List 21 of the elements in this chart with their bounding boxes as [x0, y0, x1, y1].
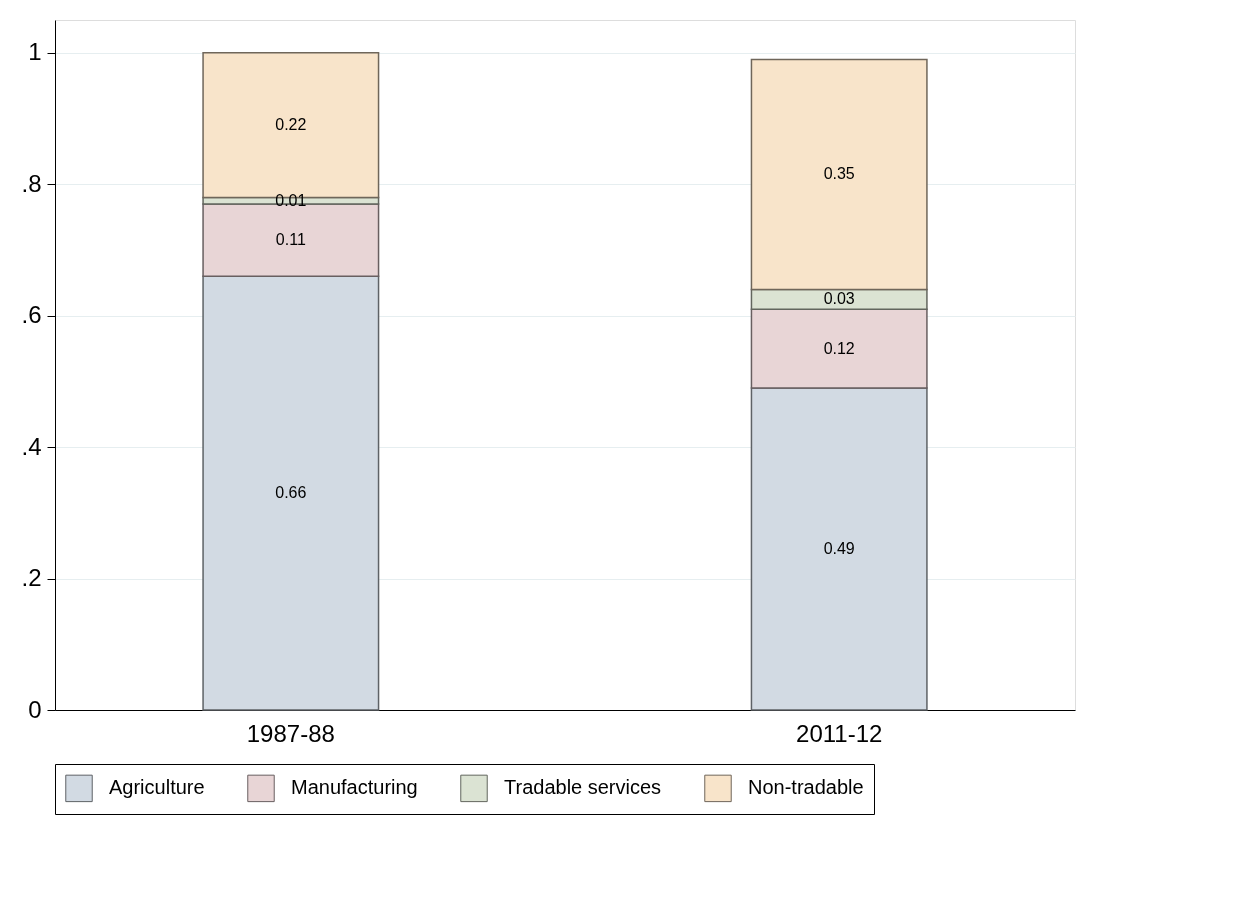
- y-tick-label: .2: [21, 564, 42, 592]
- data-label: 0.01: [275, 191, 307, 209]
- x-tick-label: 1987-88: [246, 719, 335, 747]
- data-label: 0.49: [823, 540, 855, 557]
- data-label: 0.11: [275, 231, 306, 249]
- y-tick-label: .4: [21, 432, 42, 460]
- data-label: 0.66: [275, 484, 307, 502]
- y-tick-label: 1: [28, 38, 42, 66]
- legend-label: Non-tradable: [748, 776, 864, 799]
- data-label: 0.35: [823, 165, 855, 183]
- legend-label: Agriculture: [109, 776, 205, 799]
- y-tick-label: 0: [28, 695, 42, 723]
- bar: [750, 58, 928, 291]
- data-label: 0.22: [275, 116, 307, 134]
- x-tick-label: 2011-12: [796, 719, 883, 747]
- data-label: 0.03: [823, 290, 855, 308]
- y-tick-label: .6: [21, 301, 42, 329]
- data-label: 0.12: [823, 339, 855, 357]
- y-tick-label: .8: [21, 169, 42, 197]
- legend-label: Manufacturing: [291, 776, 418, 799]
- legend-label: Tradable services: [504, 776, 662, 799]
